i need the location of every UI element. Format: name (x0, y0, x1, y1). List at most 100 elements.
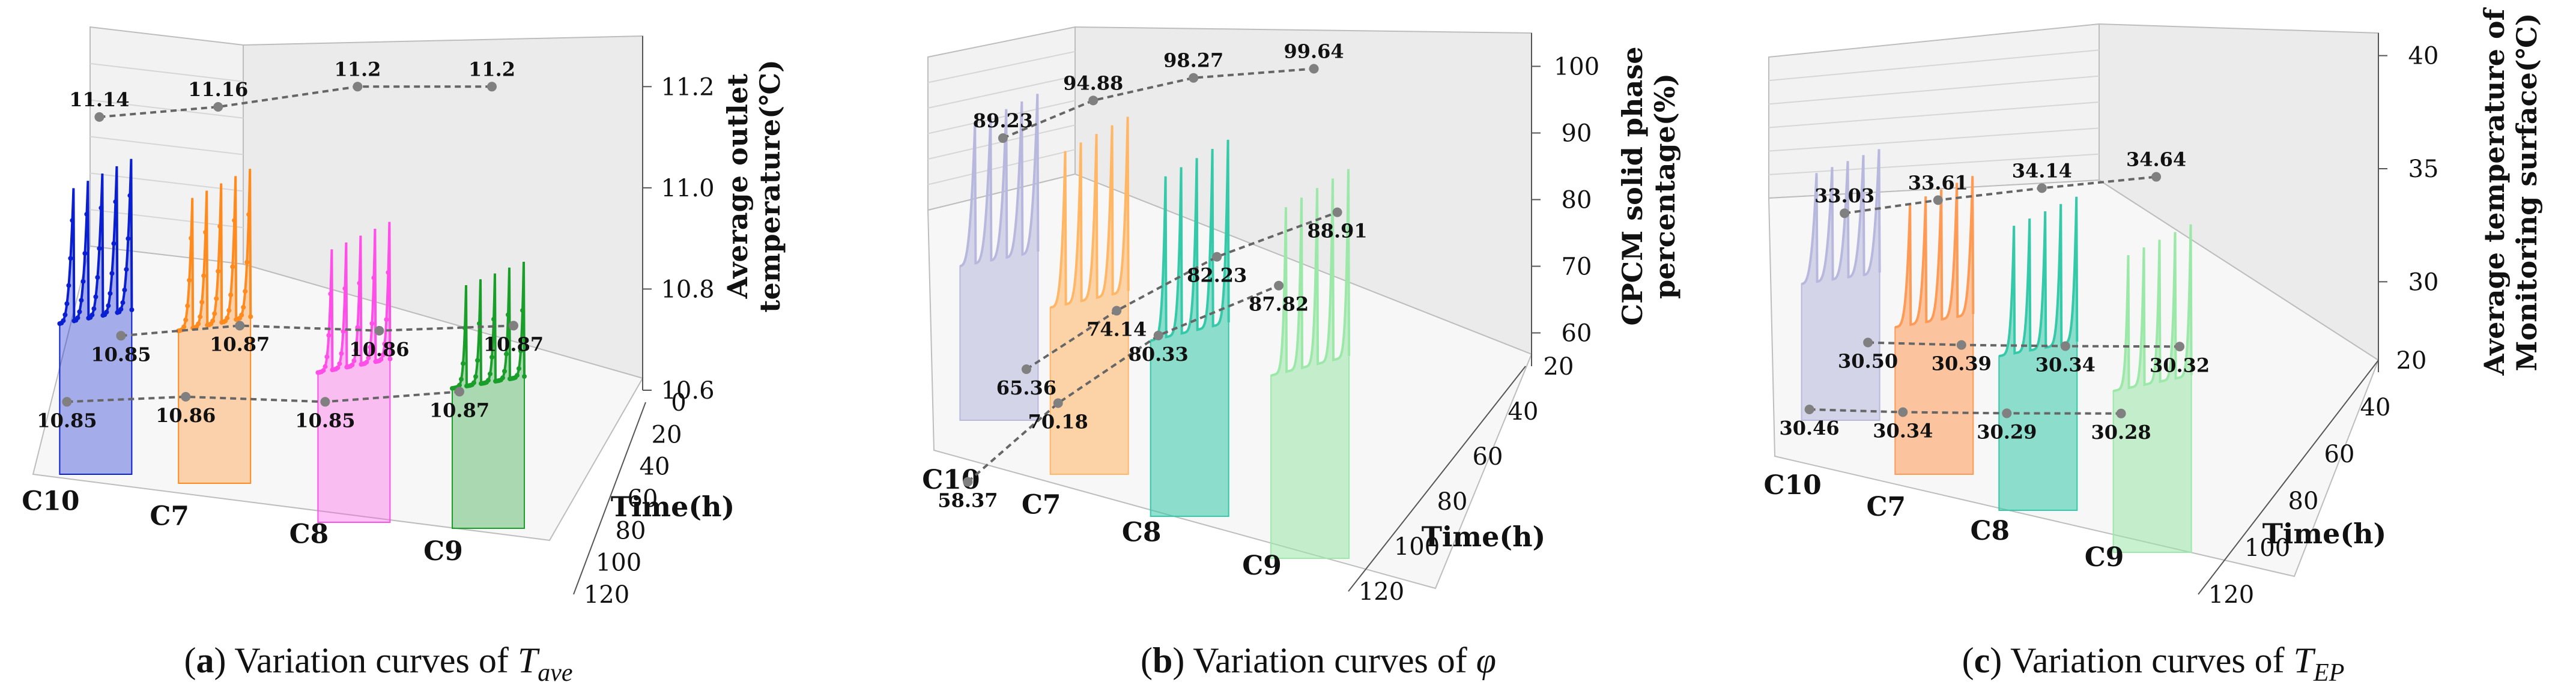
curve-marker (199, 300, 205, 305)
data-label: 87.82 (1249, 293, 1309, 316)
curve-marker (386, 270, 391, 275)
curve-marker (350, 362, 355, 367)
curve-marker (459, 376, 464, 382)
curve-marker (357, 280, 362, 286)
curve-marker (189, 235, 194, 241)
series-point (62, 397, 72, 407)
grid-line (1768, 101, 2100, 128)
caption-symbol: φ (1476, 641, 1496, 680)
curve-marker (120, 300, 126, 306)
time-tick-label: 120 (2208, 581, 2254, 609)
category-label-c7: C7 (1022, 490, 1061, 520)
z-axis-title-line: CPCM solid phase (1616, 46, 1649, 325)
curve-marker (104, 309, 109, 315)
curve-marker (98, 205, 104, 211)
series-point (235, 321, 245, 331)
curve-marker (93, 294, 98, 300)
series-point (1112, 306, 1122, 316)
curve-marker (124, 267, 129, 272)
time-tick-label: 40 (1508, 398, 1539, 426)
curve-marker (457, 382, 462, 388)
category-label-c8: C8 (1122, 517, 1162, 548)
data-label: 74.14 (1086, 318, 1147, 341)
curve-marker (89, 312, 95, 318)
z-axis-title: CPCM solid phase percentage(%) (1616, 46, 1681, 325)
curve-marker (500, 375, 505, 381)
time-axis-title: Time(h) (2262, 517, 2387, 550)
time-tick-label: 20 (1544, 353, 1574, 381)
series-point (998, 133, 1008, 143)
curve-marker (241, 304, 246, 310)
panel-a: C10 C7 C8 C9 11.14 11.16 11.2 11.2 10.85 10.87 10.… (22, 26, 786, 687)
slice-curve-c8 (1150, 139, 1230, 342)
data-label: 10.86 (156, 404, 216, 427)
z-tick-label: 10.6 (661, 377, 714, 405)
z-axis-title-line: temperature(℃) (754, 59, 786, 313)
curve-marker (324, 354, 330, 360)
curve-marker (183, 317, 189, 322)
grid-line (1768, 75, 2100, 105)
curve-marker (181, 324, 187, 330)
curve-marker (201, 273, 207, 279)
curve-marker (382, 341, 387, 346)
curve-marker (118, 307, 124, 312)
curve-marker (122, 288, 127, 293)
curve-marker (323, 364, 328, 369)
data-label: 34.64 (2126, 148, 2186, 171)
series-point (1840, 208, 1850, 219)
series-min-line (67, 390, 460, 403)
z-tick-label: 80 (1562, 187, 1592, 214)
data-label: 30.39 (1932, 352, 1992, 375)
curve-marker (353, 348, 359, 353)
data-label: 30.50 (1838, 350, 1898, 373)
data-label: 58.37 (938, 489, 998, 512)
curve-marker (341, 329, 346, 334)
curve-marker (462, 325, 467, 331)
curve-marker (111, 241, 117, 246)
curve-marker (326, 333, 332, 338)
curve-marker (502, 369, 507, 374)
data-label: 11.2 (468, 58, 515, 80)
curve-marker (364, 360, 369, 365)
curve-marker (75, 315, 80, 321)
data-label: 30.46 (1779, 417, 1839, 439)
grid-line (927, 149, 1076, 186)
category-label-c7: C7 (150, 501, 189, 532)
time-tick-label: 60 (1473, 443, 1503, 471)
series-point (509, 321, 518, 331)
grid-line (89, 99, 244, 119)
curve-marker (212, 311, 217, 316)
panel-letter: b (1153, 641, 1172, 680)
time-tick-label: 80 (2288, 487, 2319, 515)
series-max-line (1002, 67, 1314, 139)
curve-marker (366, 355, 371, 361)
slice-curve-c10 (960, 94, 1040, 268)
curve-marker (473, 374, 478, 379)
category-label-c7: C7 (1866, 492, 1906, 522)
time-tick-label: 40 (2360, 394, 2391, 421)
data-label: 33.03 (1814, 184, 1874, 207)
category-label-c8: C8 (289, 519, 329, 549)
curve-marker (214, 296, 219, 301)
data-label: 10.87 (210, 333, 270, 355)
curve-marker (471, 380, 476, 385)
series-point (2060, 341, 2070, 351)
z-axis-title-line: percentage(%) (1649, 73, 1681, 299)
curve-marker (351, 358, 357, 363)
curve-marker (70, 218, 75, 223)
category-label-c10: C10 (22, 486, 79, 516)
data-label: 94.88 (1063, 71, 1123, 94)
grid-line (927, 100, 1076, 134)
curve-marker (380, 352, 386, 358)
data-label: 10.85 (295, 409, 355, 432)
data-label: 98.27 (1163, 49, 1223, 72)
curve-marker (62, 312, 68, 318)
curve-marker (82, 251, 88, 256)
time-tick-label: 100 (2244, 534, 2290, 562)
data-label: 10.85 (37, 409, 97, 432)
series-point (1189, 73, 1199, 83)
panel-caption: (a) Variation curves of Tave (184, 641, 572, 687)
curve-marker (339, 351, 344, 356)
curve-marker (68, 256, 73, 261)
